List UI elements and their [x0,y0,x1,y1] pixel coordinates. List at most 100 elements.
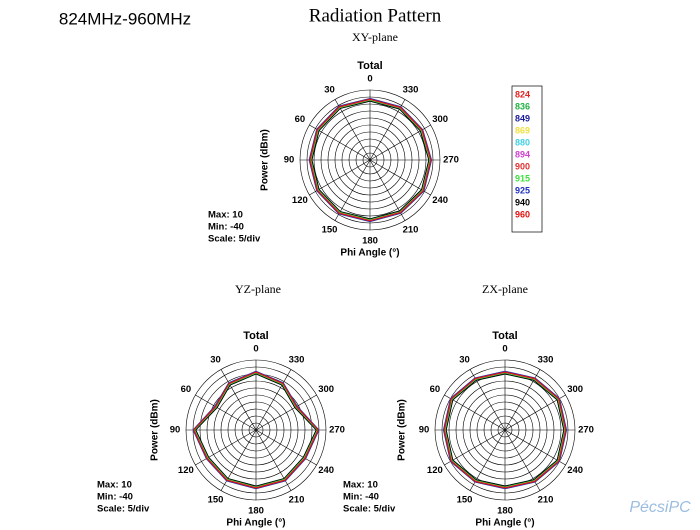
angle-label: 270 [443,155,459,166]
angle-label: 180 [497,506,513,517]
angle-label: 150 [322,225,338,236]
angle-label: 300 [318,384,334,395]
legend-label: 915 [515,173,530,183]
annotation: Max: 10 [208,210,243,221]
angle-label: 210 [403,225,419,236]
x-axis-label: Phi Angle (°) [475,518,534,529]
angle-label: 330 [538,354,554,365]
y-axis-label: Power (dBm) [260,129,271,191]
angle-label: 330 [289,354,305,365]
angle-label: 90 [284,155,295,166]
angle-label: 30 [210,354,221,365]
pattern-line [308,97,433,223]
pattern-line [311,100,430,220]
spoke [444,394,506,431]
subtitle: XY-plane [352,30,398,44]
legend-label: 869 [515,125,530,135]
angle-label: 210 [538,495,554,506]
angle-label: 240 [432,195,448,206]
pattern-line [445,372,565,488]
annotation: Scale: 5/div [343,504,396,515]
angle-label: 90 [170,425,181,436]
angle-label: 210 [289,495,305,506]
annotation: Scale: 5/div [97,504,150,515]
annotation: Scale: 5/div [208,234,261,245]
spoke [220,369,257,431]
angle-label: 120 [427,465,443,476]
pattern-line [443,371,567,489]
angle-label: 30 [324,84,335,95]
angle-label: 180 [362,236,378,247]
legend-label: 824 [515,89,530,99]
legend-label: 960 [515,209,530,219]
x-axis-label: Phi Angle (°) [226,518,285,529]
chart-title: Total [492,330,517,342]
chart-title: Total [243,330,268,342]
title: Radiation Pattern [309,5,442,26]
spoke [444,429,506,466]
spoke [334,159,371,221]
pattern-line [195,373,317,487]
angle-label: 90 [419,425,430,436]
annotation: Min: -40 [97,492,133,503]
angle-label: 240 [567,465,583,476]
angle-label: 330 [403,84,419,95]
spoke [504,394,566,431]
legend-label: 894 [515,149,530,159]
angle-label: 150 [457,495,473,506]
angle-label: 30 [459,354,470,365]
pattern-line [194,372,318,488]
pattern-line [310,99,431,221]
angle-label: 240 [318,465,334,476]
subtitle: ZX-plane [482,282,528,296]
angle-label: 0 [253,344,258,355]
pattern-line [445,373,565,487]
annotation: Max: 10 [343,480,378,491]
spoke [195,394,257,431]
spoke [504,429,566,466]
watermark: PécsiPC [629,499,691,516]
spoke [255,369,292,431]
angle-label: 180 [248,506,264,517]
subtitle: YZ-plane [235,282,281,296]
pattern-line [193,371,319,489]
angle-label: 300 [432,114,448,125]
pattern-line [310,100,430,220]
spoke [334,99,371,161]
angle-label: 120 [292,195,308,206]
chart-title: Total [357,60,382,72]
annotation: Min: -40 [343,492,379,503]
pattern-line [192,370,320,490]
angle-label: 120 [178,465,194,476]
heading: 824MHz-960MHz [59,9,191,28]
y-axis-label: Power (dBm) [150,399,161,461]
legend-label: 940 [515,197,530,207]
y-axis-label: Power (dBm) [397,399,408,461]
angle-label: 300 [567,384,583,395]
angle-label: 60 [430,384,441,395]
angle-label: 270 [329,425,345,436]
pattern-line [193,372,319,488]
annotation: Min: -40 [208,222,244,233]
legend-box [511,85,543,233]
x-axis-label: Phi Angle (°) [340,248,399,259]
legend-label: 849 [515,113,530,123]
legend-label: 900 [515,161,530,171]
angle-label: 150 [208,495,224,506]
legend-label: 880 [515,137,530,147]
spoke [369,159,431,196]
angle-label: 60 [295,114,306,125]
angle-label: 0 [367,74,372,85]
pattern-line [309,98,432,222]
angle-label: 270 [578,425,594,436]
annotation: Max: 10 [97,480,132,491]
pattern-line [444,372,566,488]
angle-label: 0 [502,344,507,355]
spoke [195,429,257,466]
legend-label: 925 [515,185,530,195]
spoke [255,394,317,431]
legend-label: 836 [515,101,530,111]
pattern-line [442,370,568,490]
angle-label: 60 [181,384,192,395]
